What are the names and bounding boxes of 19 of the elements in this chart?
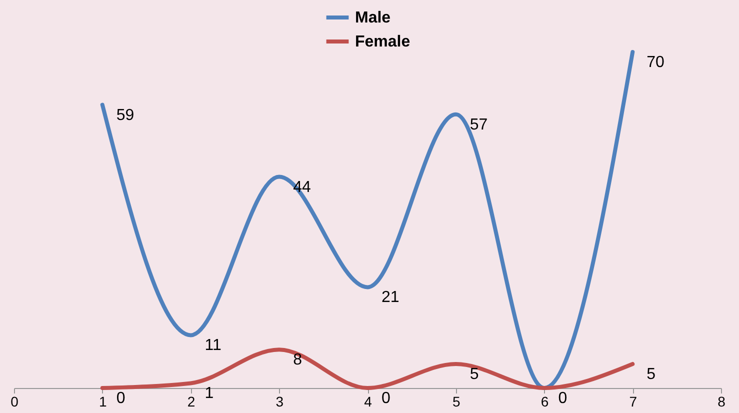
legend-label: Female bbox=[355, 34, 410, 50]
data-label: 8 bbox=[293, 352, 302, 369]
x-tick-label: 3 bbox=[276, 394, 284, 410]
x-tick-label: 2 bbox=[187, 394, 196, 410]
x-tick-label: 5 bbox=[452, 394, 460, 410]
x-tick-label: 6 bbox=[540, 394, 549, 410]
data-label: 11 bbox=[204, 337, 222, 354]
x-tick-label: 8 bbox=[718, 394, 726, 410]
data-label: 5 bbox=[646, 366, 656, 383]
x-tick-label: 7 bbox=[629, 394, 638, 410]
data-label: 57 bbox=[470, 116, 488, 134]
data-label: 21 bbox=[382, 289, 400, 306]
x-tick-label: 4 bbox=[364, 394, 372, 410]
data-label: 5 bbox=[470, 366, 479, 383]
x-tick-label: 1 bbox=[98, 394, 107, 410]
x-tick-label: 0 bbox=[10, 394, 19, 410]
data-label: 70 bbox=[646, 54, 665, 71]
data-label: 59 bbox=[116, 106, 134, 124]
legend-label: Male bbox=[355, 10, 391, 26]
